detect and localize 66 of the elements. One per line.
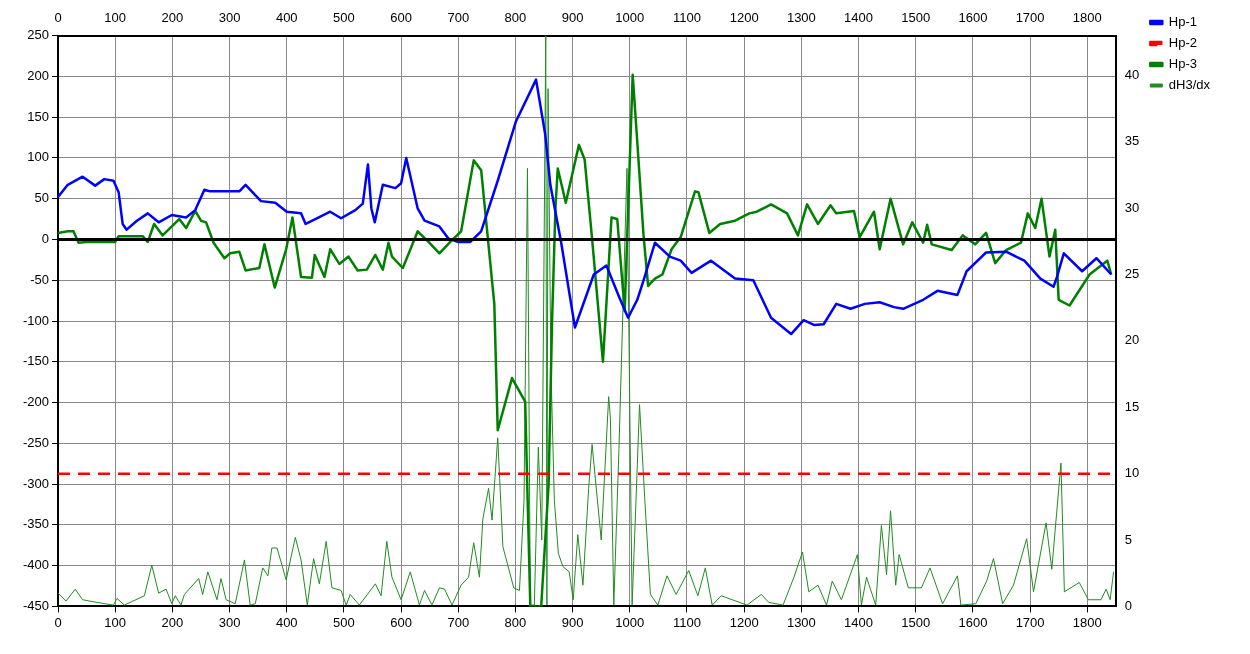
y-tick-label: 150 xyxy=(27,108,50,124)
x2-tick-label: 1500 xyxy=(901,10,931,26)
x2-tick-label: 0 xyxy=(54,10,62,26)
y2-tick-label: 5 xyxy=(1124,531,1133,547)
y2-tick-label: 40 xyxy=(1124,67,1140,82)
x2-tick-label: 200 xyxy=(161,10,184,26)
x-tick-label: 200 xyxy=(161,614,184,630)
y2-tick-label: 30 xyxy=(1124,199,1140,215)
x2-tick-label: 600 xyxy=(390,10,412,26)
x-tick-label: 1600 xyxy=(958,614,988,630)
x-tick-label: 1500 xyxy=(901,614,931,630)
x2-tick-label: 800 xyxy=(504,10,527,26)
x-tick-label: 500 xyxy=(333,614,355,630)
x2-tick-label: 900 xyxy=(561,10,584,26)
y2-tick-label: 10 xyxy=(1124,465,1140,481)
x2-tick-label: 1300 xyxy=(786,10,816,26)
y2-tick-label: 35 xyxy=(1124,133,1140,149)
y2-tick-label: 15 xyxy=(1124,398,1140,414)
x-tick-label: 100 xyxy=(104,614,127,630)
legend-label: Hp-3 xyxy=(1168,56,1197,72)
x2-tick-label: 500 xyxy=(333,10,355,26)
y-tick-label: -400 xyxy=(22,557,50,573)
x-tick-label: 0 xyxy=(54,614,62,630)
y-tick-label: -250 xyxy=(22,434,50,450)
x2-tick-label: 1400 xyxy=(844,10,873,26)
x-tick-label: 800 xyxy=(504,614,527,630)
y-tick-label: -450 xyxy=(22,597,50,613)
y-tick-label: -50 xyxy=(30,271,50,287)
legend-label: Hp-2 xyxy=(1168,35,1197,51)
y-tick-label: -100 xyxy=(22,312,50,328)
y-tick-label: 100 xyxy=(27,149,50,165)
x2-tick-label: 1200 xyxy=(729,10,759,26)
x-tick-label: 1000 xyxy=(615,614,645,630)
x-tick-label: 900 xyxy=(561,614,584,630)
y2-tick-label: 25 xyxy=(1124,266,1140,282)
y2-tick-label: 20 xyxy=(1124,332,1140,348)
x-tick-label: 700 xyxy=(447,614,470,630)
y-tick-label: -150 xyxy=(22,353,50,369)
x2-tick-label: 1000 xyxy=(615,10,645,26)
x-tick-label: 600 xyxy=(390,614,412,630)
y-tick-label: -300 xyxy=(22,475,50,491)
y-tick-label: -350 xyxy=(22,516,50,532)
x-tick-label: 1700 xyxy=(1015,614,1045,630)
x-tick-label: 400 xyxy=(275,614,298,630)
y-tick-label: -200 xyxy=(22,394,50,410)
x2-tick-label: 1800 xyxy=(1072,10,1102,26)
legend-label: dH3/dx xyxy=(1168,77,1211,93)
y-tick-label: 50 xyxy=(34,190,50,206)
x2-tick-label: 300 xyxy=(218,10,241,26)
x-tick-label: 1200 xyxy=(729,614,759,630)
x-tick-label: 1100 xyxy=(673,614,701,630)
x2-tick-label: 700 xyxy=(447,10,470,26)
legend-label: Hp-1 xyxy=(1168,14,1197,30)
x-tick-label: 300 xyxy=(218,614,241,630)
x2-tick-label: 1700 xyxy=(1015,10,1045,26)
y-tick-label: 200 xyxy=(27,67,50,83)
y-tick-label: 0 xyxy=(41,231,50,247)
x2-tick-label: 1600 xyxy=(958,10,988,26)
y2-tick-label: 0 xyxy=(1124,597,1133,613)
x-tick-label: 1800 xyxy=(1072,614,1102,630)
x-tick-label: 1300 xyxy=(786,614,816,630)
x2-tick-label: 400 xyxy=(275,10,298,26)
x2-tick-label: 1100 xyxy=(673,10,701,26)
x-tick-label: 1400 xyxy=(844,614,873,630)
x2-tick-label: 100 xyxy=(104,10,127,26)
y-tick-label: 250 xyxy=(27,27,50,43)
